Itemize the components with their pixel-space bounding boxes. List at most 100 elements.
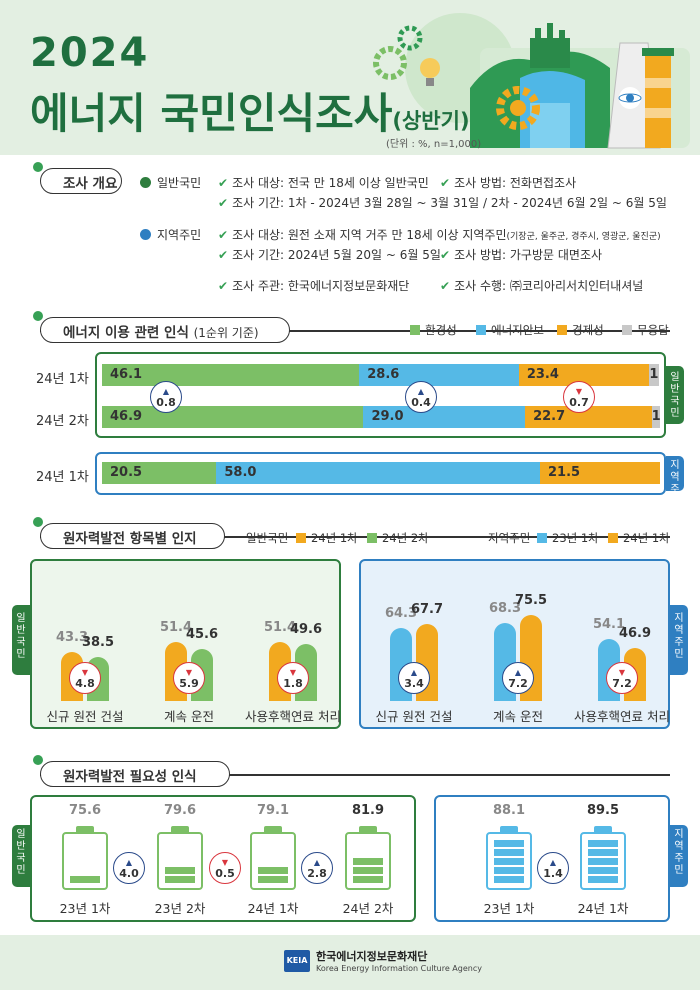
outline-general-period: ✔ 조사 기간: 1차 - 2024년 3월 28일 ~ 3월 31일 / 2차 … [218, 196, 667, 210]
general-value-b: 45.6 [185, 627, 219, 643]
need-general-battery-value: 79.6 [163, 803, 197, 818]
title-sub: (상반기) [392, 109, 470, 133]
segment-environment: 46.1 [102, 364, 360, 386]
change-env: ▲ 0.8 [150, 381, 182, 413]
need-general-change: ▲ 4.0 [113, 852, 145, 884]
section3-title: 원자력발전 필요성 인식 [33, 755, 230, 787]
need-local-battery-label: 24년 1차 [577, 901, 629, 916]
legend2-general-b: 24년 2차 [367, 530, 429, 546]
need-general-battery-label: 24년 2차 [342, 901, 394, 916]
row-label-2: 24년 2차 [36, 414, 89, 429]
need-local-battery-label: 23년 1차 [483, 901, 535, 916]
general-value-a: 51.4 [159, 620, 193, 636]
outline-executor: ✔ 조사 수행: ㈜코리아리서치인터내셔널 [440, 279, 644, 293]
outline-general-group: 일반국민 [140, 174, 201, 191]
page-title: 에너지 국민인식조사(상반기) [30, 80, 470, 141]
section3-local-side: 지역주민 [670, 825, 688, 887]
change-economy: ▼ 0.7 [563, 381, 595, 413]
general-value-a: 43.3 [55, 629, 89, 645]
change-security: ▲ 0.4 [405, 381, 437, 413]
energy-illustration [373, 13, 690, 149]
legend2-local-a: 23년 1차 [537, 530, 599, 546]
segment-no-answer: 1.8 [649, 364, 660, 386]
need-general-change: ▼ 0.5 [209, 852, 241, 884]
outline-local-method: ✔ 조사 방법: 가구방문 대면조사 [440, 248, 603, 262]
outline-local-period: ✔ 조사 기간: 2024년 5월 20일 ~ 6월 5일 [218, 248, 441, 262]
need-general-battery-value: 75.6 [68, 803, 102, 818]
need-general-battery [345, 826, 391, 890]
need-general-battery-label: 23년 2차 [154, 901, 206, 916]
outline-host: ✔ 조사 주관: 한국에너지정보문화재단 [218, 279, 410, 293]
need-general-battery-value: 81.9 [351, 803, 385, 818]
footer-org: 한국에너지정보문화재단 [316, 950, 428, 963]
general-value-a: 51.4 [263, 620, 297, 636]
row-label-local: 24년 1차 [36, 470, 89, 485]
general-change-circle: ▼ 5.9 [173, 662, 205, 694]
general-change-circle: ▼ 4.8 [69, 662, 101, 694]
local-value-a: 54.1 [592, 617, 626, 633]
section1-title: 에너지 이용 관련 인식 (1순위 기준) [33, 311, 290, 343]
outline-label: 조사 개요 [33, 162, 122, 194]
general-category-label: 계속 운전 [164, 709, 214, 724]
outline-general-target: ✔ 조사 대상: 전국 만 18세 이상 일반국민 [218, 176, 429, 190]
need-local-battery [486, 826, 532, 890]
legend2-local-b: 24년 1차 [608, 530, 670, 546]
local-value-b: 67.7 [410, 601, 444, 617]
need-general-battery [157, 826, 203, 890]
section2-title: 원자력발전 항목별 인지 [33, 517, 225, 549]
section1-rule [40, 330, 670, 332]
general-category-label: 사용후핵연료 처리 [245, 709, 341, 724]
need-general-battery [62, 826, 108, 890]
year-title: 2024 [30, 30, 150, 76]
unit-note: (단위 : %, n=1,000) [386, 139, 482, 150]
segment-no-answer: 1.5 [651, 406, 660, 428]
legend2-local: 지역주민 [488, 531, 531, 545]
need-general-battery [250, 826, 296, 890]
need-local-battery-value: 88.1 [492, 803, 526, 818]
local-change-circle: ▲ 3.4 [398, 662, 430, 694]
segment-economy: 21.5 [540, 462, 660, 484]
segment-energy-security: 58.0 [216, 462, 540, 484]
local-change-circle: ▼ 7.2 [606, 662, 638, 694]
keia-logo: KEIA [284, 950, 310, 972]
footer-band [0, 935, 700, 990]
need-general-battery-label: 24년 1차 [247, 901, 299, 916]
local-category-label: 사용후핵연료 처리 [574, 709, 670, 724]
segment-environment: 46.9 [102, 406, 364, 428]
general-change-circle: ▼ 1.8 [277, 662, 309, 694]
section2-general-side: 일반국민 [12, 605, 30, 675]
need-local-battery [580, 826, 626, 890]
segment-environment: 20.5 [102, 462, 217, 484]
segment-economy: 22.7 [525, 406, 652, 428]
outline-local-group: 지역주민 [140, 226, 201, 243]
legend2-general: 일반국민 [246, 531, 289, 545]
local-value-a: 68.3 [488, 601, 522, 617]
outline-local-target: ✔ 조사 대상: 원전 소재 지역 거주 만 18세 이상 지역주민(기장군, 울… [218, 228, 661, 242]
need-general-change: ▲ 2.8 [301, 852, 333, 884]
section1-general-side: 일반국민 [666, 366, 684, 424]
need-local-change: ▲ 1.4 [537, 852, 569, 884]
general-value-b: 38.5 [81, 635, 115, 651]
local-category-label: 신규 원전 건설 [375, 709, 453, 724]
legend2-general-a: 24년 1차 [296, 530, 358, 546]
section3-general-side: 일반국민 [12, 825, 30, 887]
section1-local-side: 지역주민 [666, 456, 684, 507]
legend-environment: 환경성 [410, 322, 457, 338]
need-local-battery-value: 89.5 [586, 803, 620, 818]
local-category-label: 계속 운전 [493, 709, 543, 724]
stacked-bar-general-1: 46.128.623.41.8 [102, 364, 660, 386]
segment-energy-security: 29.0 [363, 406, 526, 428]
title-main: 에너지 국민인식조사 [30, 89, 393, 138]
section3-rule [40, 774, 670, 776]
need-general-battery-label: 23년 1차 [59, 901, 111, 916]
legend-economy: 경제성 [557, 322, 604, 338]
outline-general-method: ✔ 조사 방법: 전화면접조사 [440, 176, 577, 190]
legend-no-answer: 무응답 [622, 322, 669, 338]
local-value-a: 64.3 [384, 605, 418, 621]
segment-energy-security: 28.6 [359, 364, 519, 386]
general-bars-box [95, 352, 666, 438]
stacked-bar-local: 20.5 58.0 21.5 [102, 462, 660, 484]
legend-energy-security: 에너지안보 [476, 322, 544, 338]
footer-org-en: Korea Energy Information Culture Agency [316, 964, 482, 973]
